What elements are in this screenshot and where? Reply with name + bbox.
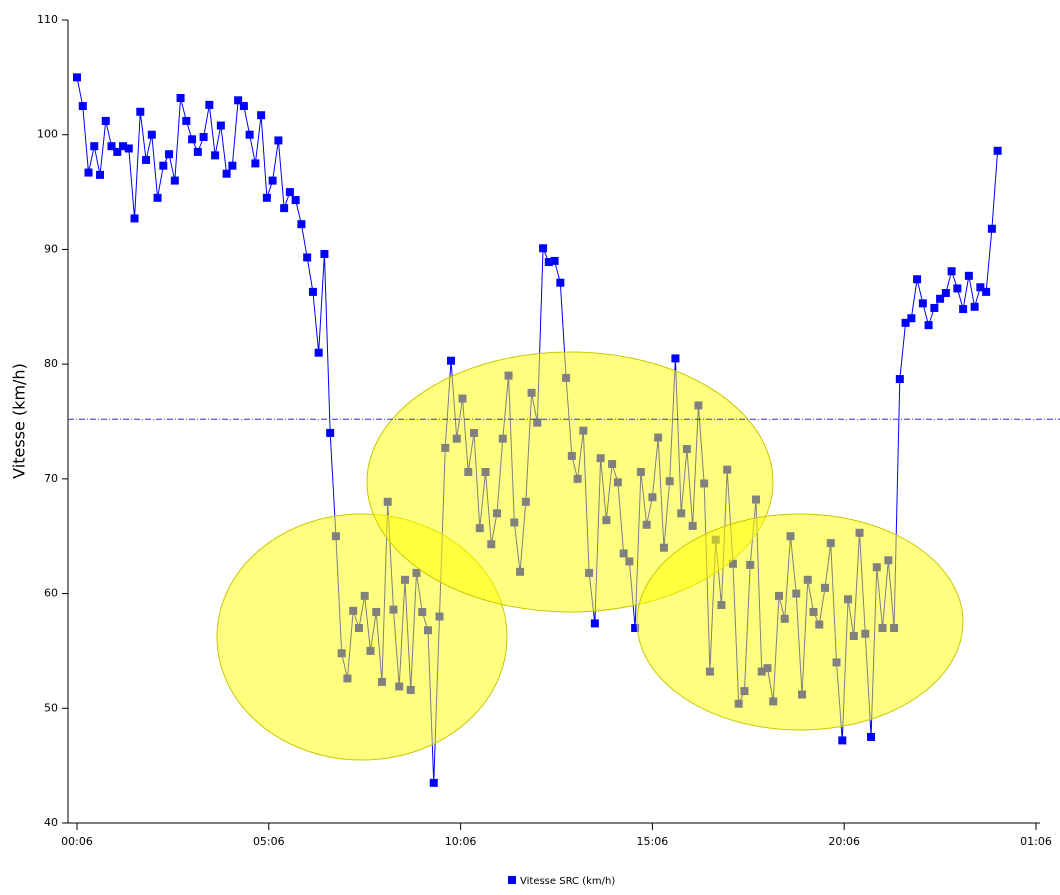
- point: [176, 94, 185, 103]
- point: [941, 289, 950, 298]
- point: [982, 287, 991, 296]
- point: [170, 176, 179, 185]
- point: [228, 161, 237, 170]
- point: [280, 204, 289, 213]
- y-axis-label: Vitesse (km/h): [10, 363, 29, 479]
- point: [539, 244, 548, 253]
- zone: [366, 351, 774, 613]
- y-tick-label: 100: [37, 128, 58, 141]
- point: [101, 116, 110, 125]
- point: [308, 287, 317, 296]
- x-tick-label: 05:06: [253, 835, 285, 848]
- point: [234, 96, 243, 105]
- point: [211, 151, 220, 160]
- point: [205, 100, 214, 109]
- point: [297, 220, 306, 229]
- point: [274, 136, 283, 145]
- point: [953, 284, 962, 293]
- point: [987, 224, 996, 233]
- legend-swatch: [508, 876, 516, 884]
- point: [947, 267, 956, 276]
- point: [107, 142, 116, 151]
- zone: [636, 513, 964, 731]
- point: [193, 147, 202, 156]
- y-tick-label: 60: [44, 587, 58, 600]
- x-tick-label: 00:06: [61, 835, 93, 848]
- point: [556, 278, 565, 287]
- point: [901, 318, 910, 327]
- x-tick-label: 20:06: [828, 835, 860, 848]
- point: [90, 142, 99, 151]
- y-tick-label: 50: [44, 701, 58, 714]
- point: [216, 121, 225, 130]
- point: [153, 193, 162, 202]
- point: [142, 155, 151, 164]
- point: [838, 736, 847, 745]
- point: [268, 176, 277, 185]
- point: [130, 214, 139, 223]
- point: [303, 253, 312, 262]
- point: [182, 116, 191, 125]
- point: [895, 375, 904, 384]
- point: [257, 111, 266, 120]
- point: [930, 303, 939, 312]
- point: [993, 146, 1002, 155]
- point: [251, 159, 260, 168]
- point: [907, 314, 916, 323]
- point: [159, 161, 168, 170]
- point: [291, 196, 300, 205]
- point: [970, 302, 979, 311]
- point: [913, 275, 922, 284]
- point: [936, 294, 945, 303]
- point: [671, 354, 680, 363]
- point: [165, 150, 174, 159]
- point: [136, 107, 145, 116]
- point: [119, 142, 128, 151]
- point: [544, 258, 553, 267]
- point: [429, 778, 438, 787]
- point: [924, 321, 933, 330]
- point: [590, 619, 599, 628]
- point: [78, 102, 87, 111]
- point: [964, 271, 973, 280]
- x-tick-label: 10:06: [445, 835, 477, 848]
- point: [326, 428, 335, 437]
- x-tick-label: 15:06: [637, 835, 669, 848]
- point: [631, 623, 640, 632]
- point: [245, 130, 254, 139]
- legend: Vitesse SRC (km/h): [508, 876, 615, 887]
- point: [867, 732, 876, 741]
- point: [239, 102, 248, 111]
- point: [84, 168, 93, 177]
- point: [918, 299, 927, 308]
- point: [199, 133, 208, 142]
- point: [320, 250, 329, 259]
- point: [124, 144, 133, 153]
- y-tick-label: 110: [37, 13, 58, 26]
- point: [447, 356, 456, 365]
- point: [96, 170, 105, 179]
- y-tick-label: 40: [44, 816, 58, 829]
- point: [262, 193, 271, 202]
- point: [188, 135, 197, 144]
- point: [147, 130, 156, 139]
- x-tick-label: 01:06: [1020, 835, 1052, 848]
- point: [113, 147, 122, 156]
- y-tick-label: 90: [44, 242, 58, 255]
- highlight-zones: [216, 351, 964, 761]
- point: [314, 348, 323, 357]
- y-tick-label: 80: [44, 357, 58, 370]
- y-tick-label: 70: [44, 472, 58, 485]
- point: [222, 169, 231, 178]
- legend-label: Vitesse SRC (km/h): [520, 876, 615, 887]
- point: [550, 256, 559, 265]
- point: [285, 188, 294, 197]
- point: [73, 73, 81, 82]
- point: [959, 305, 968, 314]
- point: [976, 283, 985, 292]
